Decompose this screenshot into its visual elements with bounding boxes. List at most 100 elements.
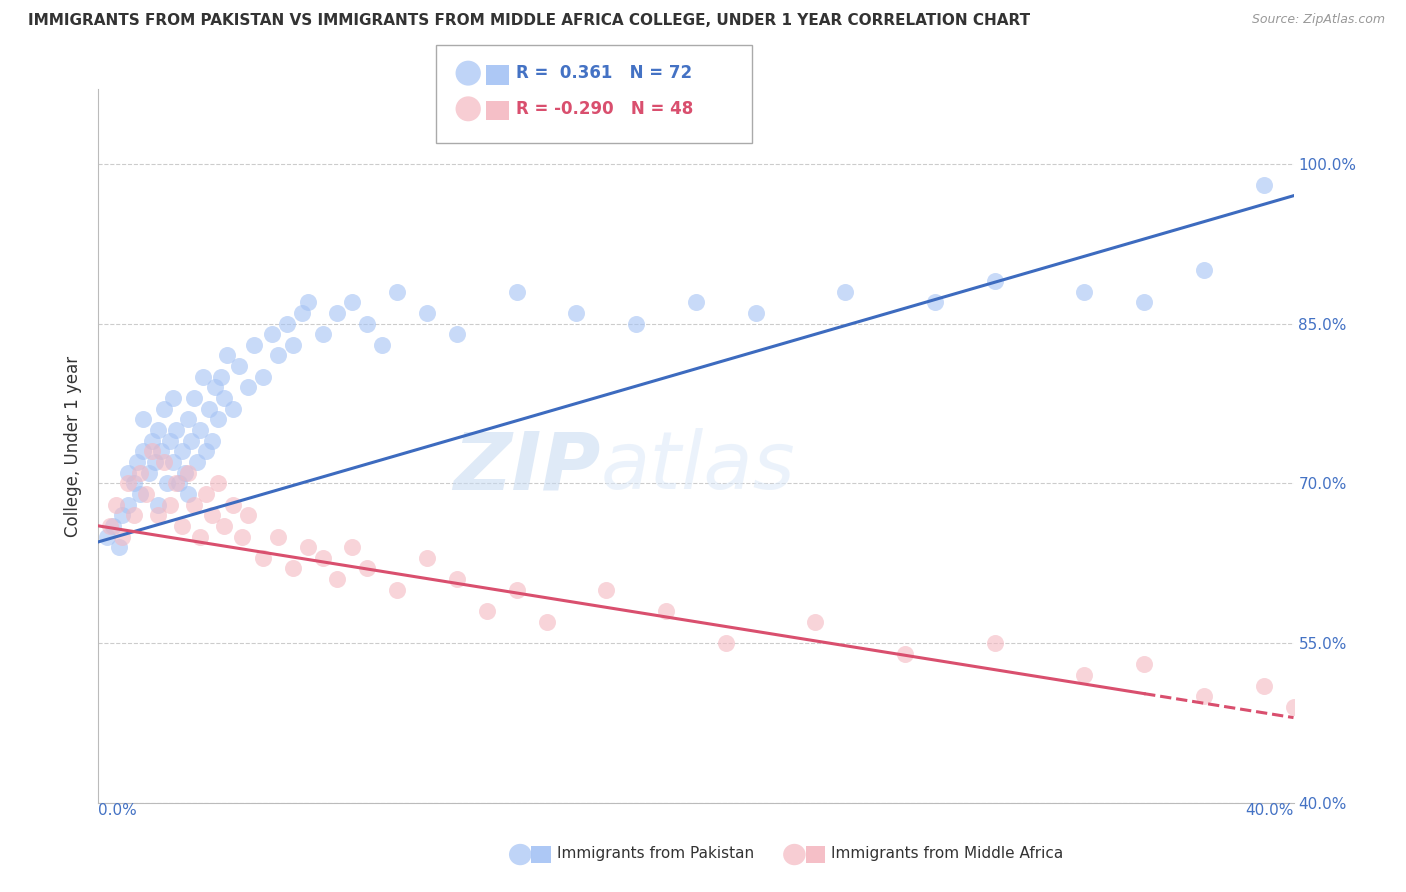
Point bbox=[162, 455, 184, 469]
Point bbox=[103, 519, 125, 533]
Point bbox=[311, 550, 333, 565]
Point bbox=[834, 285, 856, 299]
Point bbox=[252, 550, 274, 565]
Point bbox=[342, 540, 364, 554]
Point bbox=[108, 540, 131, 554]
Point bbox=[141, 444, 163, 458]
Point bbox=[195, 444, 218, 458]
Point bbox=[129, 487, 152, 501]
Point bbox=[655, 604, 678, 618]
Point bbox=[356, 561, 378, 575]
Point bbox=[177, 466, 200, 480]
Point bbox=[105, 498, 128, 512]
Text: 40.0%: 40.0% bbox=[1246, 803, 1294, 818]
Text: 0.0%: 0.0% bbox=[98, 803, 138, 818]
Point bbox=[212, 391, 235, 405]
Point bbox=[207, 476, 229, 491]
Point bbox=[1253, 679, 1275, 693]
Point bbox=[1253, 178, 1275, 192]
Text: Immigrants from Middle Africa: Immigrants from Middle Africa bbox=[831, 846, 1063, 861]
Text: Immigrants from Pakistan: Immigrants from Pakistan bbox=[557, 846, 754, 861]
Point bbox=[291, 306, 314, 320]
Point bbox=[894, 647, 917, 661]
Point bbox=[183, 391, 205, 405]
Text: R = -0.290   N = 48: R = -0.290 N = 48 bbox=[516, 100, 693, 118]
Point bbox=[276, 317, 298, 331]
Point bbox=[297, 295, 319, 310]
Point bbox=[195, 487, 218, 501]
Point bbox=[243, 338, 266, 352]
Point bbox=[506, 582, 529, 597]
Point bbox=[1133, 295, 1156, 310]
Point bbox=[156, 476, 179, 491]
Point bbox=[159, 434, 181, 448]
Point bbox=[252, 369, 274, 384]
Point bbox=[326, 572, 349, 586]
Text: IMMIGRANTS FROM PAKISTAN VS IMMIGRANTS FROM MIDDLE AFRICA COLLEGE, UNDER 1 YEAR : IMMIGRANTS FROM PAKISTAN VS IMMIGRANTS F… bbox=[28, 13, 1031, 29]
Point bbox=[148, 498, 170, 512]
Point bbox=[222, 401, 245, 416]
Point bbox=[745, 306, 768, 320]
Point bbox=[111, 529, 134, 543]
Point bbox=[117, 498, 139, 512]
Text: R =  0.361   N = 72: R = 0.361 N = 72 bbox=[516, 64, 692, 82]
Point bbox=[1133, 657, 1156, 672]
Point bbox=[198, 401, 221, 416]
Point bbox=[416, 306, 439, 320]
Point bbox=[595, 582, 617, 597]
Point bbox=[475, 604, 498, 618]
Point bbox=[416, 550, 439, 565]
Point bbox=[267, 529, 290, 543]
Point bbox=[1192, 263, 1215, 277]
Point bbox=[165, 476, 187, 491]
Point bbox=[1073, 285, 1095, 299]
Point bbox=[231, 529, 253, 543]
Text: Source: ZipAtlas.com: Source: ZipAtlas.com bbox=[1251, 13, 1385, 27]
Y-axis label: College, Under 1 year: College, Under 1 year bbox=[65, 355, 83, 537]
Point bbox=[714, 636, 737, 650]
Point bbox=[98, 519, 122, 533]
Point bbox=[117, 476, 139, 491]
Point bbox=[159, 498, 181, 512]
Point bbox=[143, 455, 166, 469]
Point bbox=[385, 285, 409, 299]
Point bbox=[297, 540, 319, 554]
Point bbox=[281, 338, 304, 352]
Point bbox=[162, 391, 184, 405]
Point bbox=[141, 434, 163, 448]
Point bbox=[804, 615, 827, 629]
Point bbox=[186, 455, 208, 469]
Point bbox=[96, 529, 118, 543]
Point bbox=[446, 572, 468, 586]
Point bbox=[984, 636, 1007, 650]
Point bbox=[342, 295, 364, 310]
Point bbox=[924, 295, 946, 310]
Point bbox=[371, 338, 394, 352]
Point bbox=[153, 401, 176, 416]
Point bbox=[138, 466, 160, 480]
Point bbox=[150, 444, 173, 458]
Point bbox=[191, 369, 214, 384]
Point bbox=[201, 434, 224, 448]
Point bbox=[148, 423, 170, 437]
Point bbox=[153, 455, 176, 469]
Point bbox=[148, 508, 170, 523]
Point bbox=[215, 349, 238, 363]
Point bbox=[177, 487, 200, 501]
Point bbox=[124, 508, 146, 523]
Point bbox=[129, 466, 152, 480]
Point bbox=[132, 412, 155, 426]
Point bbox=[207, 412, 229, 426]
Point bbox=[174, 466, 197, 480]
Point bbox=[536, 615, 558, 629]
Point bbox=[984, 274, 1007, 288]
Point bbox=[1282, 700, 1305, 714]
Point bbox=[228, 359, 250, 373]
Point bbox=[167, 476, 190, 491]
Point bbox=[222, 498, 245, 512]
Point bbox=[201, 508, 224, 523]
Point bbox=[188, 529, 211, 543]
Point bbox=[165, 423, 187, 437]
Point bbox=[132, 444, 155, 458]
Point bbox=[177, 412, 200, 426]
